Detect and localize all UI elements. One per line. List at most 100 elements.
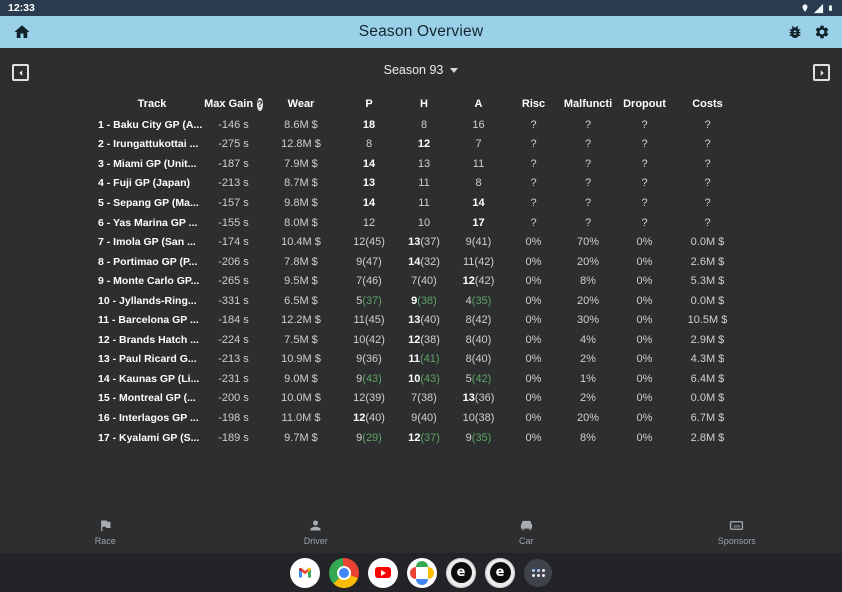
track-cell: 17 - Kyalami GP (S...: [98, 431, 200, 444]
costs-cell: 0.0M $: [690, 236, 725, 249]
season-selector[interactable]: Season 93: [366, 63, 476, 77]
car-icon: [519, 518, 534, 533]
max-gain-cell: -184 s: [218, 314, 249, 327]
signal-icon: [813, 3, 824, 14]
table-row[interactable]: 3 - Miami GP (Unit... -187 s 7.9M $ 14 13 11?…: [98, 154, 741, 174]
caret-down-icon: [450, 67, 459, 73]
stat-sub: (40): [365, 411, 385, 424]
header-label: H: [420, 98, 428, 110]
table-row[interactable]: 6 - Yas Marina GP ... -155 s 8.0M $ 12 10 17?…: [98, 213, 741, 233]
nav-item-car[interactable]: Car: [421, 510, 632, 552]
table-row[interactable]: 9 - Monte Carlo GP... -265 s 9.5M $7(46) 7(…: [98, 271, 741, 291]
page-title: Season Overview: [358, 23, 484, 40]
stat-main: 14: [362, 157, 376, 170]
h-cell: 9(38): [397, 295, 451, 307]
stat-sub: (32): [420, 255, 440, 268]
stat-main: 13: [462, 392, 475, 405]
racing-game-app-icon[interactable]: e: [485, 557, 515, 588]
table-row[interactable]: 5 - Sepang GP (Ma... -157 s 9.8M $ 14 11 14??…: [98, 193, 741, 213]
bug-report-button[interactable]: [787, 24, 803, 40]
wear-cell: 9.8M $: [284, 196, 318, 209]
table-row[interactable]: 13 - Paul Ricard G... -213 s 10.9M $9(36) 1…: [98, 350, 741, 370]
dropout-cell: 0%: [636, 372, 653, 385]
column-header-malfunction: Malfuncti: [561, 98, 615, 110]
wear-cell: 7.9M $: [284, 157, 318, 170]
risc-cell: 0%: [525, 411, 542, 424]
racing-game-app-icon[interactable]: e: [446, 557, 476, 588]
table-row[interactable]: 7 - Imola GP (San ... -174 s 10.4M $ 12(45)…: [98, 232, 741, 252]
a-cell: 5(42): [451, 373, 506, 385]
stat-main: 9: [465, 431, 472, 444]
stat-sub: (42): [474, 255, 494, 268]
nav-item-driver[interactable]: Driver: [211, 510, 422, 552]
h-cell: 13(40): [397, 314, 451, 326]
table-row[interactable]: 4 - Fuji GP (Japan) -213 s 8.7M $ 13 11 8????: [98, 174, 741, 194]
h-cell: 10: [397, 217, 451, 229]
youtube-app-icon[interactable]: [368, 557, 398, 588]
p-cell: 9(36): [341, 353, 397, 365]
malfunction-cell: 20%: [576, 294, 600, 307]
malfunction-cell: ?: [584, 157, 592, 170]
stat-main: 11: [418, 177, 430, 190]
header-label: A: [474, 98, 483, 110]
p-cell: 12: [341, 217, 397, 229]
stat-sub: (41): [420, 353, 440, 366]
a-cell: 16: [451, 119, 506, 131]
dropout-cell: ?: [641, 177, 648, 190]
nav-item-race[interactable]: Race: [0, 510, 211, 552]
app-drawer-button[interactable]: [524, 558, 552, 587]
table-row[interactable]: 1 - Baku City GP (A... -146 s 8.6M $ 18 8 16?…: [98, 115, 741, 135]
column-header-risc: Risc: [506, 98, 561, 110]
p-cell: 5(37): [341, 295, 397, 307]
table-row[interactable]: 17 - Kyalami GP (S... -189 s 9.7M $9(29) 12…: [98, 428, 741, 448]
table-row[interactable]: 10 - Jyllands-Ring... -331 s 6.5M $5(37) 9(…: [98, 291, 741, 311]
stat-main: 8: [465, 353, 472, 366]
next-season-button[interactable]: [813, 64, 830, 81]
p-cell: 9(43): [341, 373, 397, 385]
app-bar-actions: [787, 24, 830, 40]
table-header-row: Track Max Gain? Wear P H A Risc Malfuncti Dropou…: [98, 93, 741, 115]
prev-season-button[interactable]: [12, 64, 29, 81]
nav-item-sponsors[interactable]: 100 Sponsors: [632, 510, 842, 552]
risc-cell: ?: [530, 216, 537, 229]
stat-main: 12: [417, 138, 431, 151]
header-label: Risc: [521, 98, 546, 110]
stat-sub: (40): [471, 333, 492, 346]
dropout-cell: 0%: [636, 294, 653, 307]
stat-main: 13: [417, 157, 431, 170]
track-cell: 13 - Paul Ricard G...: [98, 353, 197, 366]
risc-cell: ?: [530, 177, 537, 190]
home-button[interactable]: [13, 23, 31, 41]
stat-main: 12: [362, 216, 376, 229]
stat-sub: (35): [471, 294, 492, 307]
column-header-track: Track: [98, 98, 206, 110]
chrome-app-icon[interactable]: [329, 557, 359, 588]
stat-sub: (43): [420, 372, 440, 385]
stat-main: 10: [353, 333, 366, 346]
max-gain-cell: -155 s: [218, 216, 249, 229]
table-row[interactable]: 12 - Brands Hatch ... -224 s 7.5M $10(42) 1…: [98, 330, 741, 350]
table-row[interactable]: 15 - Montreal GP (... -200 s 10.0M $ 12(39)…: [98, 389, 741, 409]
app-drawer-dots: [531, 568, 545, 577]
gmail-app-icon[interactable]: [290, 557, 320, 588]
track-cell: 9 - Monte Carlo GP...: [98, 275, 200, 288]
table-row[interactable]: 2 - Irungattukottai ... -275 s 12.8M $ 8 12 7…: [98, 135, 741, 155]
column-header-h: H: [397, 98, 451, 110]
h-cell: 11: [397, 197, 451, 209]
table-row[interactable]: 8 - Portimao GP (P... -206 s 7.8M $9(47) 14…: [98, 252, 741, 272]
table-row[interactable]: 14 - Kaunas GP (Li... -231 s 9.0M $9(43) 10…: [98, 369, 741, 389]
bottom-nav: Race Driver Car 100 Sponsors: [0, 510, 842, 552]
a-cell: 10(38): [451, 412, 506, 424]
settings-button[interactable]: [814, 24, 830, 40]
help-icon[interactable]: ?: [257, 97, 263, 111]
photos-app-icon[interactable]: [407, 557, 437, 588]
wear-cell: 6.5M $: [284, 294, 318, 307]
stat-sub: (36): [474, 392, 495, 405]
table-row[interactable]: 11 - Barcelona GP ... -184 s 12.2M $ 11(45)…: [98, 310, 741, 330]
p-cell: 12(40): [341, 412, 397, 424]
wear-cell: 7.5M $: [284, 333, 318, 346]
table-row[interactable]: 16 - Interlagos GP ... -198 s 11.0M $12(40…: [98, 408, 741, 428]
malfunction-cell: ?: [584, 177, 592, 190]
status-time: 12:33: [8, 2, 35, 14]
p-cell: 8: [341, 138, 397, 150]
